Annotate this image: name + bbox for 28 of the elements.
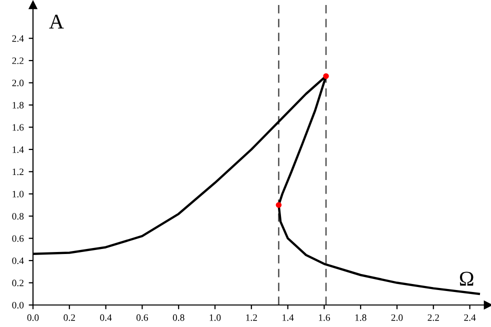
y-tick-label: 0.4 [12, 257, 24, 264]
y-axis-title: A [49, 14, 64, 28]
x-tick-label: 1.8 [355, 314, 366, 321]
y-tick-label: 0.2 [12, 280, 24, 286]
x-tick-label: 0.0 [27, 314, 39, 321]
x-tick-label: 1.6 [318, 314, 330, 321]
y-tick-label: 2.2 [12, 57, 24, 64]
y-tick-label: 1.6 [12, 124, 24, 131]
y-tick-label: 2.0 [12, 80, 24, 86]
x-tick-label: 2.4 [464, 314, 476, 321]
y-tick-label: 1.0 [12, 190, 24, 198]
x-tick-label: 0.2 [64, 314, 75, 321]
y-tick-label: 0.6 [12, 235, 24, 242]
x-tick-label: 0.4 [100, 314, 112, 321]
y-tick-label: 1.4 [12, 146, 24, 153]
y-tick-label: 1.2 [12, 168, 24, 176]
y-tick-label: 1.8 [12, 102, 24, 109]
x-tick-label: 1.2 [246, 314, 257, 321]
x-tick-label: 1.0 [210, 314, 221, 321]
y-tick-label: 0.0 [12, 302, 24, 309]
y-tick-label: 0.8 [12, 213, 24, 220]
y-tick-label: 2.4 [12, 35, 24, 42]
x-axis-title: Ω [460, 272, 474, 286]
x-tick-label: 2.0 [391, 314, 403, 321]
x-tick-label: 0.6 [136, 314, 148, 321]
x-tick-label: 0.8 [172, 314, 184, 321]
x-tick-label: 2.2 [428, 314, 439, 321]
x-tick-label: 1.4 [282, 314, 294, 321]
